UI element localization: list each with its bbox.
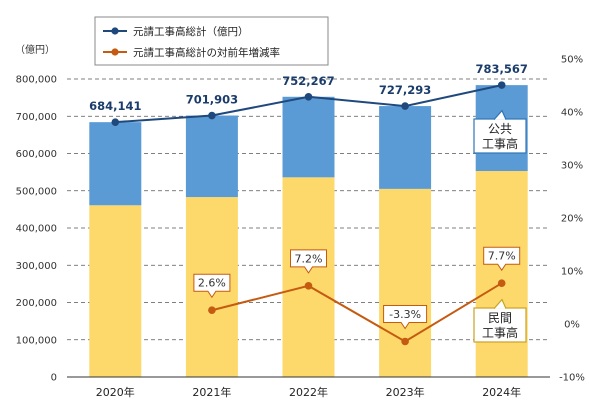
total-value-label: 727,293 — [379, 83, 431, 97]
y2-tick-label: 30% — [561, 161, 583, 172]
legend-box — [94, 16, 329, 66]
x-tick-label: 2023年 — [386, 385, 425, 399]
legend-rate-marker — [111, 48, 119, 56]
rate-value-label: 7.2% — [295, 252, 323, 265]
public-callout-pointer — [493, 109, 507, 120]
bar-public — [185, 115, 238, 198]
data-labels: 684,141 701,903 752,267 727,293 783,567 2.6% 7… — [89, 62, 528, 330]
total-value-label: 752,267 — [282, 74, 334, 88]
y-tick-label: 100,000 — [16, 335, 57, 346]
legend-total-marker — [111, 27, 119, 35]
bar-private — [89, 205, 142, 377]
y2-tick-label: 50% — [561, 55, 583, 66]
y-tick-label: 500,000 — [16, 186, 57, 197]
x-tick-label: 2020年 — [96, 385, 135, 399]
total-point — [111, 118, 120, 126]
y2-tick-label: -10% — [559, 373, 585, 384]
lines — [111, 81, 506, 346]
rate-point — [401, 337, 409, 346]
legend-total-label: 元請工事高総計（億円） — [133, 25, 249, 38]
rate-value-label: -3.3% — [389, 308, 421, 321]
public-callout-label: 公共 — [488, 122, 512, 136]
y2-tick-label: 20% — [561, 214, 583, 225]
axes: （億円） 0 100,000 200,000 300,000 400,000 500,00… — [15, 43, 585, 399]
total-value-label: 783,567 — [476, 62, 528, 76]
private-callout-label: 工事高 — [482, 325, 518, 340]
y-tick-label: 400,000 — [16, 224, 57, 235]
bar-private — [282, 177, 335, 377]
private-callout-label: 民間 — [488, 311, 512, 325]
rate-point — [208, 306, 216, 315]
rate-point — [497, 279, 506, 287]
rate-value-label: 2.6% — [198, 277, 226, 290]
y2-tick-label: 0% — [564, 320, 580, 331]
y-tick-label: 300,000 — [16, 261, 57, 272]
rate-value-label: 7.7% — [488, 250, 516, 263]
y-tick-label: 600,000 — [16, 149, 57, 160]
rate-line — [211, 282, 503, 343]
legend-rate-label: 元請工事高総計の対前年増減率 — [133, 46, 280, 59]
total-value-label: 701,903 — [186, 93, 238, 107]
y-axis-unit: （億円） — [15, 43, 55, 56]
bar-public — [379, 106, 432, 189]
y2-tick-label: 10% — [561, 267, 583, 278]
bar-private — [379, 188, 432, 377]
public-callout-box — [473, 118, 527, 154]
bars — [89, 85, 528, 377]
total-point — [208, 111, 216, 120]
bar-private — [475, 171, 528, 377]
y2-tick-label: 40% — [561, 108, 583, 119]
rate-callout-box — [193, 273, 231, 299]
total-point — [304, 92, 313, 101]
x-tick-label: 2024年 — [482, 385, 521, 399]
legend: 元請工事高総計（億円） 元請工事高総計の対前年増減率 — [94, 16, 329, 66]
bar-public — [282, 96, 335, 178]
y-tick-label: 800,000 — [16, 75, 57, 86]
bar-public — [89, 122, 142, 206]
y-tick-label: 700,000 — [16, 112, 57, 123]
total-point — [401, 102, 409, 110]
y-tick-label: 200,000 — [16, 298, 57, 309]
public-callout-label: 工事高 — [482, 136, 518, 151]
rate-callout-box — [483, 246, 521, 272]
rate-callout-box — [383, 304, 428, 330]
total-point — [497, 81, 506, 89]
private-callout-pointer — [493, 298, 507, 309]
y-tick-label: 0 — [51, 373, 57, 384]
rate-point — [304, 282, 313, 290]
x-tick-label: 2022年 — [289, 385, 328, 399]
total-value-label: 684,141 — [89, 99, 141, 113]
rate-callout-box — [290, 249, 327, 274]
x-tick-label: 2021年 — [192, 385, 231, 399]
